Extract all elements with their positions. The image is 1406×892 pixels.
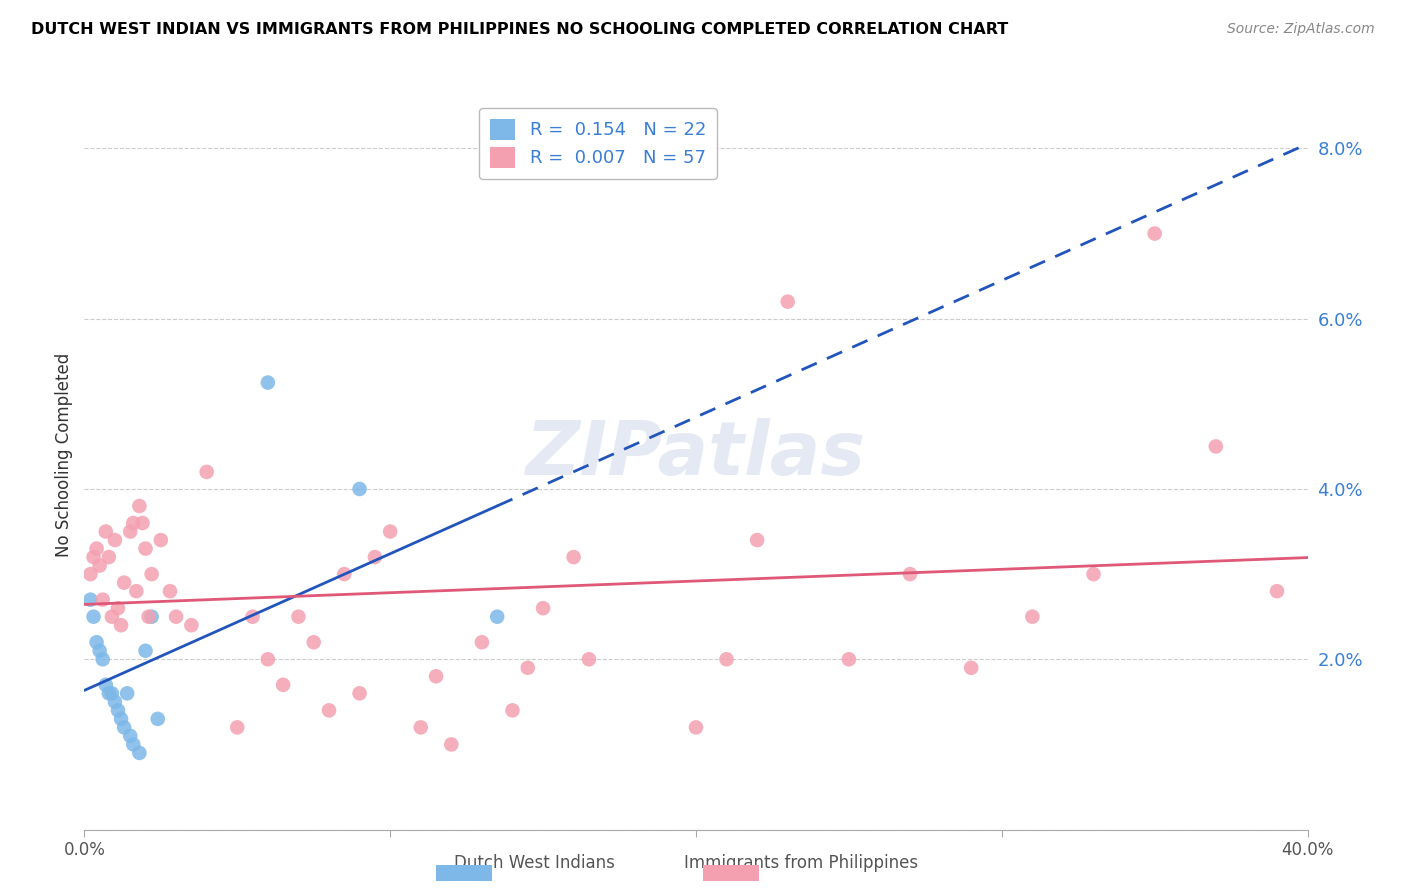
Point — [97, 550, 120, 565]
Point — [101, 686, 124, 700]
Point — [898, 567, 921, 582]
Point — [146, 712, 169, 726]
Text: Immigrants from Philippines: Immigrants from Philippines — [685, 855, 918, 872]
Point — [1205, 439, 1227, 453]
Point — [333, 567, 356, 582]
Point — [91, 652, 114, 666]
Point — [141, 567, 163, 582]
Point — [578, 652, 600, 666]
Point — [1143, 227, 1166, 241]
Point — [471, 635, 494, 649]
Point — [91, 592, 114, 607]
Point — [440, 738, 463, 752]
Legend: R =  0.154   N = 22, R =  0.007   N = 57: R = 0.154 N = 22, R = 0.007 N = 57 — [479, 108, 717, 178]
Point — [104, 533, 127, 547]
Point — [107, 703, 129, 717]
Point — [1265, 584, 1288, 599]
Point — [110, 712, 132, 726]
Point — [165, 609, 187, 624]
Point — [1083, 567, 1105, 582]
Point — [180, 618, 202, 632]
Text: ZIPatlas: ZIPatlas — [526, 418, 866, 491]
Point — [120, 729, 142, 743]
Point — [120, 524, 142, 539]
Point — [112, 720, 135, 734]
Point — [257, 376, 280, 390]
Point — [364, 550, 387, 565]
Point — [131, 516, 153, 530]
Point — [89, 558, 111, 573]
Point — [747, 533, 769, 547]
Point — [86, 635, 108, 649]
Point — [257, 652, 280, 666]
Point — [318, 703, 340, 717]
Point — [425, 669, 447, 683]
Point — [94, 678, 117, 692]
Point — [562, 550, 585, 565]
Y-axis label: No Schooling Completed: No Schooling Completed — [55, 353, 73, 557]
Point — [107, 601, 129, 615]
Point — [83, 609, 105, 624]
Point — [531, 601, 554, 615]
Point — [138, 609, 160, 624]
Point — [141, 609, 163, 624]
Text: Dutch West Indians: Dutch West Indians — [454, 855, 614, 872]
Point — [79, 592, 101, 607]
Point — [349, 482, 371, 496]
Point — [776, 294, 799, 309]
Point — [287, 609, 309, 624]
Point — [122, 738, 145, 752]
Point — [110, 618, 132, 632]
Point — [149, 533, 172, 547]
Point — [86, 541, 108, 556]
Point — [716, 652, 738, 666]
Point — [135, 644, 157, 658]
Point — [838, 652, 860, 666]
Point — [89, 644, 111, 658]
Text: Source: ZipAtlas.com: Source: ZipAtlas.com — [1227, 22, 1375, 37]
Point — [159, 584, 181, 599]
Point — [97, 686, 120, 700]
Point — [135, 541, 157, 556]
Point — [685, 720, 707, 734]
Point — [112, 575, 135, 590]
Point — [226, 720, 249, 734]
Point — [115, 686, 138, 700]
Point — [122, 516, 145, 530]
Point — [83, 550, 105, 565]
Point — [1021, 609, 1043, 624]
Point — [195, 465, 218, 479]
Point — [104, 695, 127, 709]
Point — [486, 609, 509, 624]
Text: DUTCH WEST INDIAN VS IMMIGRANTS FROM PHILIPPINES NO SCHOOLING COMPLETED CORRELAT: DUTCH WEST INDIAN VS IMMIGRANTS FROM PHI… — [31, 22, 1008, 37]
Point — [502, 703, 524, 717]
Point — [128, 746, 150, 760]
Point — [409, 720, 432, 734]
Point — [380, 524, 402, 539]
Point — [242, 609, 264, 624]
Point — [960, 661, 983, 675]
Point — [125, 584, 148, 599]
Point — [271, 678, 294, 692]
Point — [349, 686, 371, 700]
Point — [302, 635, 325, 649]
Point — [516, 661, 538, 675]
Point — [101, 609, 124, 624]
Point — [79, 567, 101, 582]
Point — [128, 499, 150, 513]
Point — [94, 524, 117, 539]
